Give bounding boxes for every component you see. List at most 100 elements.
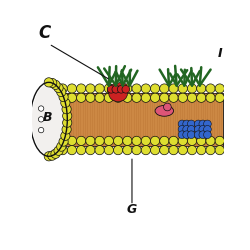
Circle shape: [62, 125, 71, 134]
Circle shape: [197, 93, 206, 102]
Circle shape: [112, 86, 120, 93]
Circle shape: [67, 146, 76, 155]
Circle shape: [197, 146, 206, 155]
Ellipse shape: [107, 84, 123, 96]
Circle shape: [178, 146, 188, 155]
Circle shape: [160, 84, 169, 93]
Circle shape: [58, 136, 67, 145]
Circle shape: [114, 146, 123, 155]
Circle shape: [169, 93, 178, 102]
Circle shape: [204, 126, 211, 133]
Circle shape: [86, 93, 95, 102]
Circle shape: [194, 120, 202, 128]
Circle shape: [150, 84, 160, 93]
Circle shape: [141, 136, 150, 145]
Circle shape: [76, 136, 86, 145]
Text: I: I: [218, 47, 223, 60]
Circle shape: [62, 104, 71, 114]
Circle shape: [183, 120, 190, 128]
Circle shape: [95, 136, 104, 145]
Circle shape: [49, 146, 58, 155]
Circle shape: [160, 93, 169, 102]
Circle shape: [104, 136, 114, 145]
Circle shape: [95, 146, 104, 155]
Circle shape: [199, 120, 207, 128]
Circle shape: [95, 84, 104, 93]
Circle shape: [48, 78, 57, 88]
Circle shape: [54, 146, 63, 155]
Ellipse shape: [109, 86, 127, 102]
Circle shape: [86, 146, 95, 155]
Circle shape: [49, 84, 58, 93]
Circle shape: [104, 146, 114, 155]
Circle shape: [204, 131, 211, 138]
Circle shape: [215, 84, 224, 93]
Circle shape: [51, 149, 60, 158]
Circle shape: [61, 131, 70, 140]
Circle shape: [86, 84, 95, 93]
Circle shape: [188, 120, 195, 128]
Circle shape: [58, 146, 67, 155]
Circle shape: [59, 137, 68, 146]
Circle shape: [160, 136, 169, 145]
Circle shape: [206, 146, 215, 155]
Circle shape: [57, 88, 66, 97]
Circle shape: [67, 136, 76, 145]
Circle shape: [114, 84, 123, 93]
Circle shape: [188, 146, 197, 155]
Circle shape: [197, 136, 206, 145]
Circle shape: [169, 136, 178, 145]
Circle shape: [49, 136, 58, 145]
Circle shape: [107, 86, 115, 93]
Circle shape: [178, 93, 188, 102]
Circle shape: [62, 118, 72, 127]
Circle shape: [188, 131, 195, 138]
Circle shape: [150, 136, 160, 145]
Circle shape: [188, 93, 197, 102]
Circle shape: [204, 120, 211, 128]
Circle shape: [57, 142, 66, 151]
Circle shape: [48, 151, 57, 160]
Circle shape: [123, 84, 132, 93]
Circle shape: [123, 136, 132, 145]
Circle shape: [51, 80, 60, 90]
Circle shape: [76, 146, 86, 155]
Circle shape: [58, 93, 67, 102]
Circle shape: [67, 93, 76, 102]
Ellipse shape: [115, 82, 127, 93]
Circle shape: [67, 84, 76, 93]
Circle shape: [215, 146, 224, 155]
Ellipse shape: [155, 106, 174, 116]
Circle shape: [104, 84, 114, 93]
Circle shape: [123, 146, 132, 155]
Circle shape: [215, 136, 224, 145]
Circle shape: [169, 146, 178, 155]
Circle shape: [178, 136, 188, 145]
Circle shape: [183, 131, 190, 138]
Circle shape: [160, 146, 169, 155]
Circle shape: [141, 93, 150, 102]
Circle shape: [188, 126, 195, 133]
Circle shape: [150, 146, 160, 155]
Circle shape: [58, 84, 67, 93]
Circle shape: [54, 83, 63, 92]
Text: G: G: [127, 203, 137, 216]
Circle shape: [38, 116, 44, 122]
Circle shape: [150, 93, 160, 102]
Circle shape: [132, 146, 141, 155]
Circle shape: [188, 84, 197, 93]
Circle shape: [117, 86, 125, 93]
Circle shape: [123, 93, 132, 102]
Polygon shape: [49, 93, 223, 146]
Circle shape: [141, 146, 150, 155]
Circle shape: [164, 103, 171, 111]
Circle shape: [38, 128, 44, 133]
Circle shape: [59, 92, 68, 102]
Circle shape: [178, 131, 186, 138]
Circle shape: [178, 84, 188, 93]
Circle shape: [62, 111, 72, 120]
Circle shape: [178, 126, 186, 133]
Circle shape: [206, 136, 215, 145]
Circle shape: [183, 126, 190, 133]
Circle shape: [122, 86, 130, 93]
